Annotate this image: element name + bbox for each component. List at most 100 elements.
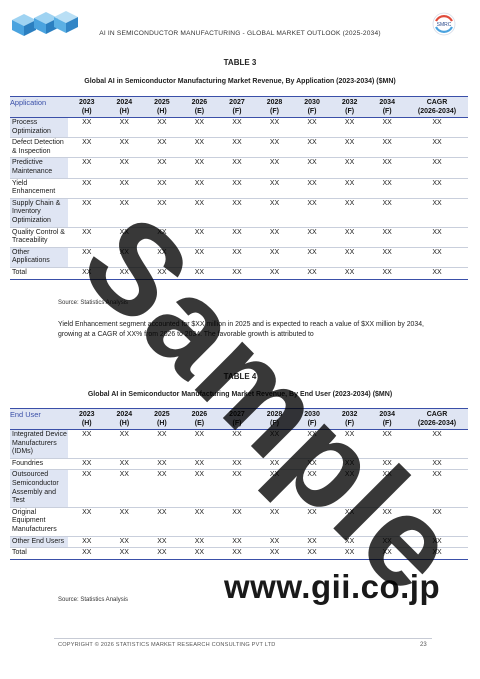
table-cell: XX [143, 157, 181, 179]
column-header-label: End User [10, 410, 41, 419]
table-cell: XX [368, 267, 406, 280]
table-cell: XX [330, 507, 369, 537]
cube-logo-icon [12, 11, 78, 36]
table-row: Predictive Maintenance XX XX XX XX XX XX XX XX XX… [10, 157, 468, 179]
column-header-tag: (F) [307, 108, 317, 115]
table-cell: XX [255, 157, 294, 179]
table-cell: XX [180, 267, 219, 280]
column-header: 2027 (F) [218, 409, 256, 430]
table-cell: XX [293, 458, 331, 471]
table-cell: XX [406, 137, 468, 159]
table-cell: XX [180, 198, 219, 228]
table-cell: XX [105, 469, 144, 508]
table-cell: XX [218, 267, 256, 280]
table-cell: XX [218, 429, 256, 459]
table-cell: XX [368, 536, 406, 549]
site-url-watermark: www.gii.co.jp [224, 568, 441, 605]
table-cell: XX [293, 117, 331, 139]
table-cell: XX [293, 247, 331, 268]
table-cell: XX [105, 547, 144, 560]
table-cell: XX [293, 157, 331, 179]
table-cell: XX [406, 117, 468, 139]
table-cell: XX [368, 178, 406, 199]
table-cell: XX [255, 536, 294, 549]
column-header: 2034 (F) [368, 409, 406, 430]
table-cell: XX [255, 198, 294, 228]
column-header-tag: (2026-2034) [417, 420, 457, 427]
table-cell: XX [143, 117, 181, 139]
report-header-title: AI IN SEMICONDUCTOR MANUFACTURING - GLOB… [99, 30, 381, 37]
table-cell: XX [368, 547, 406, 560]
table-row: Other Applications XX XX XX XX XX XX XX XX XX XX [10, 247, 468, 268]
table-cell: XX [330, 178, 369, 199]
column-header-year: 2023 [78, 411, 95, 418]
footer-divider [54, 638, 432, 639]
table-cell: XX [368, 429, 406, 459]
table-cell: XX [293, 507, 331, 537]
table-cell: XX [143, 507, 181, 537]
column-header-year: 2032 [341, 411, 358, 418]
table-cell: XX [368, 227, 406, 248]
column-header: 2025 (H) [143, 97, 181, 118]
table-cell: XX [218, 507, 256, 537]
table-cell: XX [218, 227, 256, 248]
table-row: Foundries XX XX XX XX XX XX XX XX XX XX [10, 458, 468, 471]
column-header: 2032 (F) [331, 409, 369, 430]
row-label: Original Equipment Manufacturers [10, 507, 68, 537]
table-cell: XX [68, 536, 106, 549]
table-cell: XX [293, 469, 331, 508]
column-header-year: 2025 [154, 99, 170, 106]
table-row: Process Optimization XX XX XX XX XX XX XX XX XX XX [10, 117, 468, 139]
column-header-year: 2030 [304, 411, 320, 418]
table-cell: XX [330, 137, 369, 159]
table-cell: XX [406, 469, 468, 508]
table-cell: XX [255, 178, 294, 199]
table-cell: XX [293, 198, 331, 228]
table-cell: XX [218, 458, 256, 471]
table-4-caption: TABLE 4 [223, 372, 257, 381]
table-cell: XX [143, 469, 181, 508]
table-cell: XX [143, 247, 181, 268]
table-cell: XX [255, 247, 294, 268]
table-cell: XX [255, 469, 294, 508]
table-cell: XX [368, 198, 406, 228]
table-cell: XX [218, 157, 256, 179]
table-3-source: Source: Statistics Analysis [58, 300, 129, 306]
table-cell: XX [105, 227, 144, 248]
table-cell: XX [143, 458, 181, 471]
table-cell: XX [330, 536, 369, 549]
table-cell: XX [218, 198, 256, 228]
column-header: 2027 (F) [218, 97, 256, 118]
table-cell: XX [406, 507, 468, 537]
application-revenue-table: Application 2023 (H) 2024 (H) 2025 (H) 2026 (E) 2… [10, 96, 468, 280]
column-header-year: 2024 [116, 411, 133, 418]
column-header: CAGR (2026-2034) [406, 409, 468, 430]
table-cell: XX [293, 429, 331, 459]
table-cell: XX [368, 247, 406, 268]
table-4-source: Source: Statistics Analysis [58, 597, 129, 603]
table-cell: XX [255, 117, 294, 139]
table-cell: XX [68, 429, 106, 459]
table-cell: XX [105, 137, 144, 159]
table-cell: XX [180, 429, 219, 459]
column-header-year: 2024 [116, 99, 133, 106]
table-cell: XX [330, 429, 369, 459]
column-header-tag: (H) [81, 420, 92, 427]
table-cell: XX [368, 458, 406, 471]
table-cell: XX [330, 547, 369, 560]
table-cell: XX [293, 137, 331, 159]
table-cell: XX [180, 157, 219, 179]
column-header: 2023 (H) [68, 409, 106, 430]
table-cell: XX [180, 178, 219, 199]
table-cell: XX [330, 247, 369, 268]
table-cell: XX [218, 137, 256, 159]
column-header: 2034 (F) [368, 97, 406, 118]
table-cell: XX [68, 227, 106, 248]
table-cell: XX [143, 267, 181, 280]
row-label: Other Applications [10, 247, 68, 268]
table-cell: XX [180, 227, 219, 248]
table-cell: XX [406, 547, 468, 560]
table-cell: XX [406, 267, 468, 280]
table-cell: XX [143, 198, 181, 228]
table-cell: XX [105, 429, 144, 459]
